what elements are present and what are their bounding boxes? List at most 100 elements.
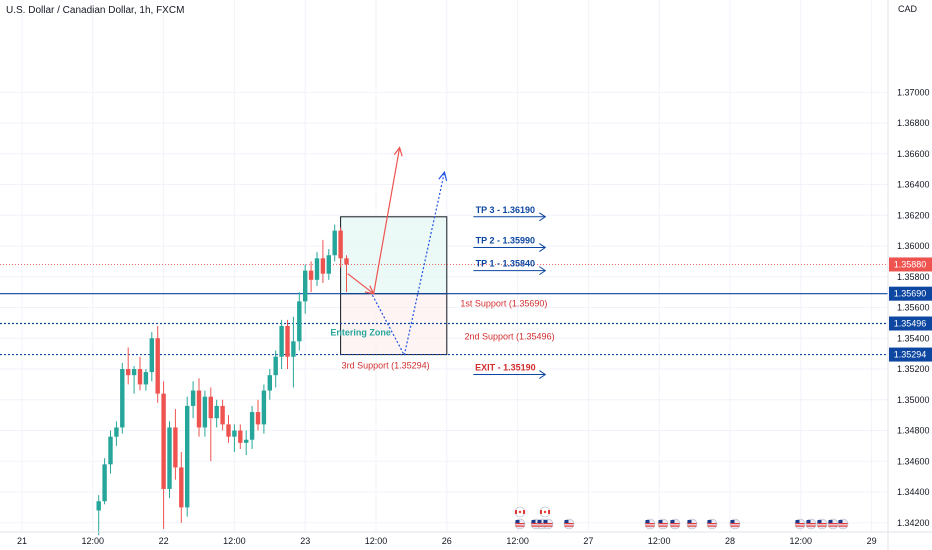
candle-body: [137, 369, 143, 385]
us-flag-canton: [537, 520, 542, 523]
candle-body: [244, 439, 249, 443]
us-flag-stripe: [795, 523, 805, 525]
us-flag-canton: [707, 520, 712, 523]
us-flag-stripe: [531, 525, 541, 527]
trade-zone: [340, 216, 448, 356]
us-flag-stripe: [817, 525, 827, 527]
candle-body: [155, 338, 160, 394]
x-tick-label: 28: [725, 536, 735, 546]
us-flag-canton: [817, 520, 822, 523]
canada-leaf-dot: [518, 510, 522, 514]
first-support-label: 1st Support (1.35690): [460, 299, 547, 309]
canada-leaf-dot: [543, 510, 547, 514]
economic-events: [514, 506, 849, 530]
canada-flag-stripe: [523, 510, 525, 514]
us-flag-stripe: [543, 523, 553, 525]
candle-body: [314, 258, 320, 280]
y-tick-label: 1.36000: [897, 241, 930, 251]
blue-dotted-path: [371, 172, 446, 357]
us-flag-stripe: [806, 523, 816, 525]
price-tag: [889, 286, 932, 301]
us-flag-canton: [730, 520, 735, 523]
candle-body: [249, 412, 255, 440]
candle-body: [114, 427, 119, 437]
candle-body: [120, 369, 125, 428]
candle-body: [220, 405, 225, 425]
third-support-label: 3rd Support (1.35294): [342, 361, 430, 371]
y-tick-label: 1.36200: [897, 210, 930, 220]
target-arrow-head: [539, 266, 547, 276]
us-flag-stripe: [515, 523, 525, 525]
y-tick-label: 1.35200: [897, 364, 930, 374]
x-tick-label: 23: [300, 536, 310, 546]
us-flag-stripe: [658, 525, 668, 527]
red-arrow-head: [364, 285, 375, 295]
y-tick-label: 1.35600: [897, 303, 930, 313]
candle-body: [179, 467, 184, 508]
projection-arrows: [347, 146, 448, 357]
x-tick-label: 12:00: [223, 536, 246, 546]
candle-body: [279, 325, 284, 357]
us-flag-stripe: [645, 523, 655, 525]
candle-body: [126, 369, 131, 376]
us-flag-stripe: [795, 525, 805, 527]
red-arrow-head: [393, 146, 403, 157]
profit-zone-box: [340, 216, 448, 295]
canada-flag-stripe: [548, 510, 550, 514]
us-flag-stripe: [515, 525, 525, 527]
candle-body: [185, 405, 190, 508]
us-flag-canton: [543, 520, 548, 523]
current-price-tag: [889, 257, 932, 272]
candle-body: [173, 427, 178, 468]
time-axis[interactable]: 21 12:00 22 12:00 23 12:00 26 12:00 27 12:00 28 12:…: [0, 531, 932, 546]
y-tick-label: 1.36400: [897, 180, 930, 190]
us-flag-canton: [564, 520, 569, 523]
us-flag-canton: [828, 520, 833, 523]
y-tick-label: 1.35800: [897, 272, 930, 282]
us-flag-stripe: [543, 525, 553, 527]
candle-body: [297, 301, 302, 342]
candle-body: [238, 430, 243, 443]
candle-body: [102, 464, 107, 502]
us-flag-stripe: [828, 525, 838, 527]
blue-arrow-head: [438, 170, 448, 182]
candle-body: [338, 230, 343, 259]
level-labels: TP 3 - 1.36190 TP 2 - 1.35990 TP 1 - 1.358…: [330, 205, 555, 379]
candles: [96, 224, 349, 536]
us-flag-stripe: [817, 523, 827, 525]
red-arrow-up: [373, 147, 401, 294]
x-tick-label: 29: [867, 536, 877, 546]
candle-body: [267, 375, 272, 391]
y-tick-label: 1.35000: [897, 395, 930, 405]
us-flag-canton: [838, 520, 843, 523]
price-axis[interactable]: 1.34200 1.34400 1.34600 1.34800 1.35000 1.352…: [887, 0, 932, 550]
us-flag-stripe: [806, 525, 816, 527]
candle-body: [108, 436, 113, 465]
candle-body: [291, 341, 296, 357]
entering-zone-label: Entering Zone: [330, 328, 391, 338]
us-flag-canton: [658, 520, 663, 523]
us-flag-canton: [645, 520, 650, 523]
red-arrow-down: [347, 273, 375, 295]
candle-body: [255, 412, 261, 425]
candle-body: [261, 390, 267, 425]
target-label: TP 1 - 1.35840: [476, 259, 535, 269]
x-tick-label: 12:00: [790, 536, 813, 546]
us-flag-stripe: [658, 523, 668, 525]
y-tick-label: 1.34800: [897, 426, 930, 436]
us-flag-stripe: [670, 525, 680, 527]
candle-body: [167, 427, 172, 489]
y-tick-label: 1.36600: [897, 149, 930, 159]
candle-body: [208, 396, 213, 419]
candle-body: [273, 356, 278, 376]
candle-body: [143, 372, 149, 385]
us-flag-stripe: [838, 525, 848, 527]
candle-body: [226, 424, 231, 437]
us-flag-canton: [515, 520, 520, 523]
x-tick-label: 27: [583, 536, 593, 546]
us-flag-stripe: [537, 523, 547, 525]
candle-body: [202, 396, 208, 428]
currency-label: CAD: [898, 4, 918, 14]
x-tick-label: 12:00: [82, 536, 105, 546]
